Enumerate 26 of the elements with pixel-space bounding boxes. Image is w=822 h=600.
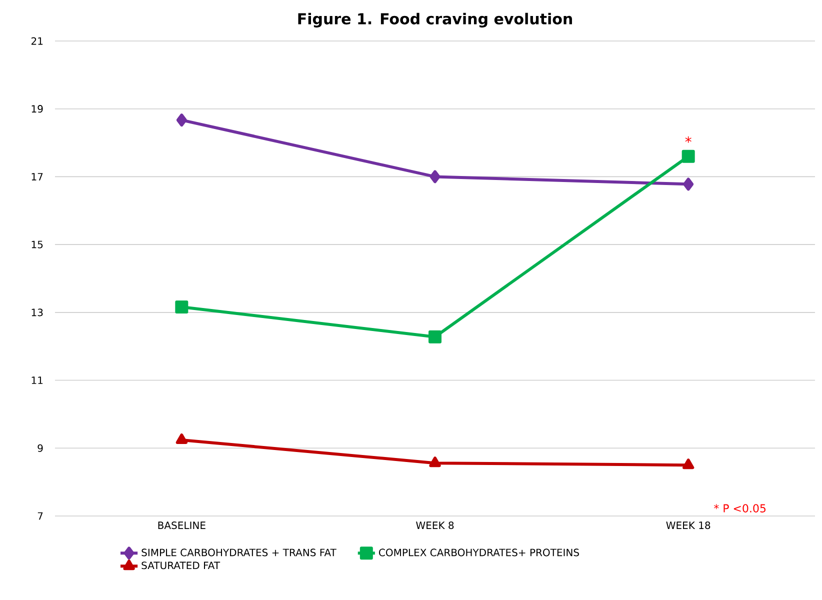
annotation: * P <0.05 (714, 504, 766, 512)
y-tick-label: 19 (32, 105, 43, 113)
y-tick-label: 7 (38, 512, 43, 520)
y-tick-label: 15 (32, 240, 43, 248)
point (175, 300, 188, 314)
legend-label: SIMPLE CARBOHYDRATES + TRANS FAT (142, 548, 336, 556)
point (682, 458, 694, 470)
point (429, 456, 441, 468)
annotation: * (685, 136, 692, 143)
point (176, 434, 188, 444)
x-tick-label: WEEK 8 (416, 522, 454, 530)
point (683, 178, 694, 191)
y-tick-label: 21 (31, 37, 43, 45)
y-tick-label: 13 (32, 308, 43, 316)
legend-label: COMPLEX CARBOHYDRATES+ PROTEINS (379, 548, 579, 556)
y-tick-label: 9 (38, 444, 43, 452)
x-tick-label: WEEK 18 (666, 522, 710, 530)
point (682, 150, 695, 163)
point (428, 330, 442, 344)
point (430, 170, 440, 184)
point (176, 114, 187, 127)
y-tick-label: 17 (32, 173, 43, 180)
chart-title: Figure 1. Food craving evolution (298, 12, 572, 28)
legend-label: SATURATED FAT (142, 562, 220, 570)
x-tick-label: BASELINE (158, 522, 206, 530)
y-tick-label: 11 (32, 376, 43, 384)
